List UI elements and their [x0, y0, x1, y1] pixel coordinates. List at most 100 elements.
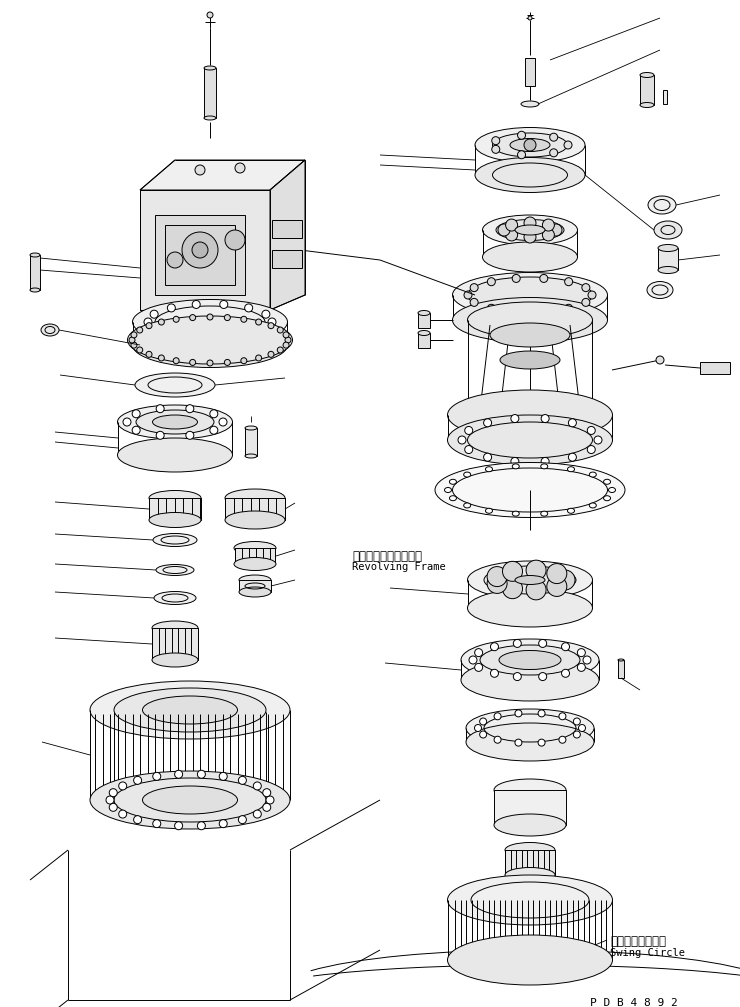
Circle shape [579, 724, 585, 731]
Text: レボルビングフレーム: レボルビングフレーム [352, 550, 422, 563]
Ellipse shape [435, 462, 625, 518]
Circle shape [235, 163, 245, 173]
Circle shape [487, 567, 507, 587]
Circle shape [494, 713, 501, 720]
Circle shape [268, 351, 274, 357]
Circle shape [565, 278, 573, 286]
Circle shape [484, 419, 491, 427]
Ellipse shape [449, 479, 457, 484]
Ellipse shape [608, 487, 616, 492]
Ellipse shape [143, 786, 238, 814]
Circle shape [582, 284, 590, 292]
Bar [618, 660, 624, 678]
Circle shape [210, 426, 218, 434]
Ellipse shape [468, 302, 593, 338]
Ellipse shape [640, 103, 654, 108]
Bar [505, 850, 555, 875]
Circle shape [528, 16, 532, 20]
Circle shape [118, 782, 127, 789]
Circle shape [474, 724, 482, 731]
Circle shape [574, 718, 580, 725]
Ellipse shape [512, 464, 519, 469]
Circle shape [550, 224, 562, 236]
Ellipse shape [654, 221, 682, 239]
Circle shape [255, 319, 262, 325]
Bar [225, 498, 285, 520]
Ellipse shape [475, 157, 585, 192]
Ellipse shape [505, 843, 555, 858]
Ellipse shape [468, 422, 593, 458]
Circle shape [588, 426, 595, 434]
Polygon shape [140, 190, 270, 310]
Ellipse shape [448, 936, 613, 985]
Circle shape [137, 327, 143, 333]
Circle shape [517, 151, 525, 159]
Ellipse shape [485, 466, 493, 471]
Ellipse shape [521, 101, 539, 107]
Ellipse shape [541, 512, 548, 517]
Circle shape [582, 298, 590, 306]
Ellipse shape [658, 245, 678, 252]
Circle shape [219, 418, 227, 426]
Ellipse shape [499, 651, 561, 670]
Circle shape [542, 220, 554, 231]
Circle shape [488, 278, 495, 286]
Circle shape [458, 436, 466, 444]
Circle shape [198, 770, 206, 778]
Ellipse shape [505, 867, 555, 882]
Circle shape [245, 304, 252, 312]
Circle shape [583, 656, 591, 664]
Circle shape [158, 355, 164, 361]
Circle shape [565, 304, 573, 312]
Circle shape [526, 580, 546, 600]
Circle shape [224, 359, 230, 366]
Bar [152, 628, 198, 660]
Bar [663, 90, 667, 104]
Circle shape [515, 710, 522, 717]
Circle shape [152, 820, 161, 828]
Ellipse shape [452, 273, 608, 317]
Ellipse shape [640, 73, 654, 78]
Ellipse shape [648, 196, 676, 214]
Circle shape [515, 739, 522, 746]
Circle shape [514, 639, 521, 648]
Ellipse shape [468, 397, 593, 433]
Circle shape [480, 718, 487, 725]
Circle shape [262, 326, 270, 333]
Circle shape [469, 656, 477, 664]
Circle shape [487, 573, 507, 593]
Circle shape [207, 359, 213, 366]
Ellipse shape [127, 316, 292, 364]
Ellipse shape [132, 322, 288, 368]
Text: Revolving Frame: Revolving Frame [352, 562, 445, 572]
Ellipse shape [448, 390, 613, 440]
Circle shape [538, 710, 545, 717]
Ellipse shape [541, 464, 548, 469]
Circle shape [465, 426, 473, 434]
Circle shape [182, 232, 218, 268]
Circle shape [137, 347, 143, 353]
Circle shape [524, 139, 536, 151]
Ellipse shape [204, 66, 216, 70]
Ellipse shape [510, 139, 550, 151]
Circle shape [278, 347, 283, 353]
Bar [272, 250, 302, 268]
Ellipse shape [225, 511, 285, 529]
Ellipse shape [448, 415, 613, 465]
Circle shape [550, 149, 558, 157]
Ellipse shape [589, 502, 596, 508]
Bar [235, 548, 275, 564]
Ellipse shape [234, 542, 276, 555]
Ellipse shape [132, 299, 288, 344]
Circle shape [110, 804, 117, 812]
Circle shape [480, 731, 487, 738]
Circle shape [283, 332, 289, 338]
Circle shape [491, 642, 499, 651]
Ellipse shape [466, 723, 594, 761]
Circle shape [514, 673, 521, 681]
Ellipse shape [239, 587, 271, 597]
Circle shape [268, 318, 276, 326]
Circle shape [494, 736, 501, 743]
Ellipse shape [448, 875, 613, 925]
Ellipse shape [90, 771, 290, 829]
